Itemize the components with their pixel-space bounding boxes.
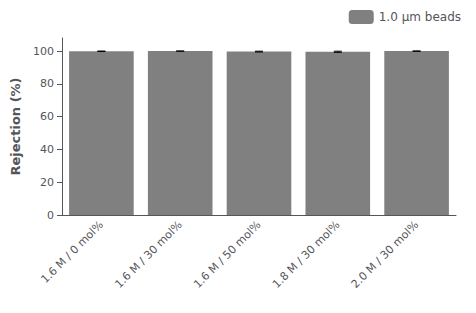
svg-text:1.6 M / 0 mol%: 1.6 M / 0 mol%: [38, 218, 106, 286]
svg-text:1.0 μm beads: 1.0 μm beads: [379, 10, 461, 24]
svg-text:80: 80: [40, 77, 54, 90]
svg-text:100: 100: [33, 45, 54, 58]
svg-text:1.6 M / 30 mol%: 1.6 M / 30 mol%: [112, 218, 184, 290]
svg-text:1.8 M / 30 mol%: 1.8 M / 30 mol%: [270, 218, 342, 290]
svg-text:0: 0: [47, 209, 54, 222]
svg-text:60: 60: [40, 110, 54, 123]
svg-text:1.6 M / 50 mol%: 1.6 M / 50 mol%: [191, 218, 263, 290]
svg-text:Rejection (%): Rejection (%): [8, 77, 23, 175]
svg-text:2.0 M / 30 mol%: 2.0 M / 30 mol%: [349, 218, 421, 290]
svg-text:40: 40: [40, 143, 54, 156]
svg-text:20: 20: [40, 176, 54, 189]
